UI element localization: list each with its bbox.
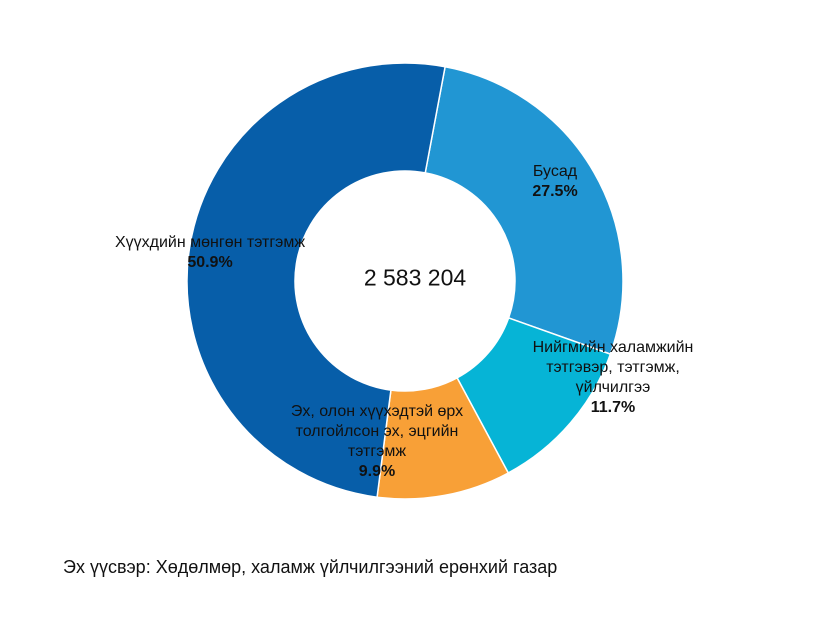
center-total: 2 583 204 <box>363 264 467 291</box>
category-name: Хүүхдийн мөнгөн тэтгэмж <box>114 234 306 251</box>
donut-slice <box>186 62 446 499</box>
value-label: 27.5% <box>532 183 578 200</box>
source-note: Эх үүсвэр: Хөдөлмөр, халамж үйлчилгээний… <box>63 557 558 577</box>
slice-label: Бусад 27.5% <box>515 162 595 202</box>
value-label: 11.7% <box>590 399 636 416</box>
donut-slice <box>424 65 624 356</box>
slice-label: Нийгмийн халамжийн тэтгэвэр, тэтгэмж, үй… <box>518 338 708 418</box>
value-label: 50.9% <box>187 254 233 271</box>
value-label: 9.9% <box>358 463 396 480</box>
category-name: Эх, олон хүүхэдтэй өрх толгойлсон эх, эц… <box>290 403 464 460</box>
category-name: Бусад <box>532 163 578 180</box>
slice-label: Хүүхдийн мөнгөн тэтгэмж 50.9% <box>80 233 340 273</box>
category-name: Нийгмийн халамжийн тэтгэвэр, тэтгэмж, үй… <box>532 339 694 396</box>
slice-label: Эх, олон хүүхэдтэй өрх толгойлсон эх, эц… <box>287 402 467 482</box>
